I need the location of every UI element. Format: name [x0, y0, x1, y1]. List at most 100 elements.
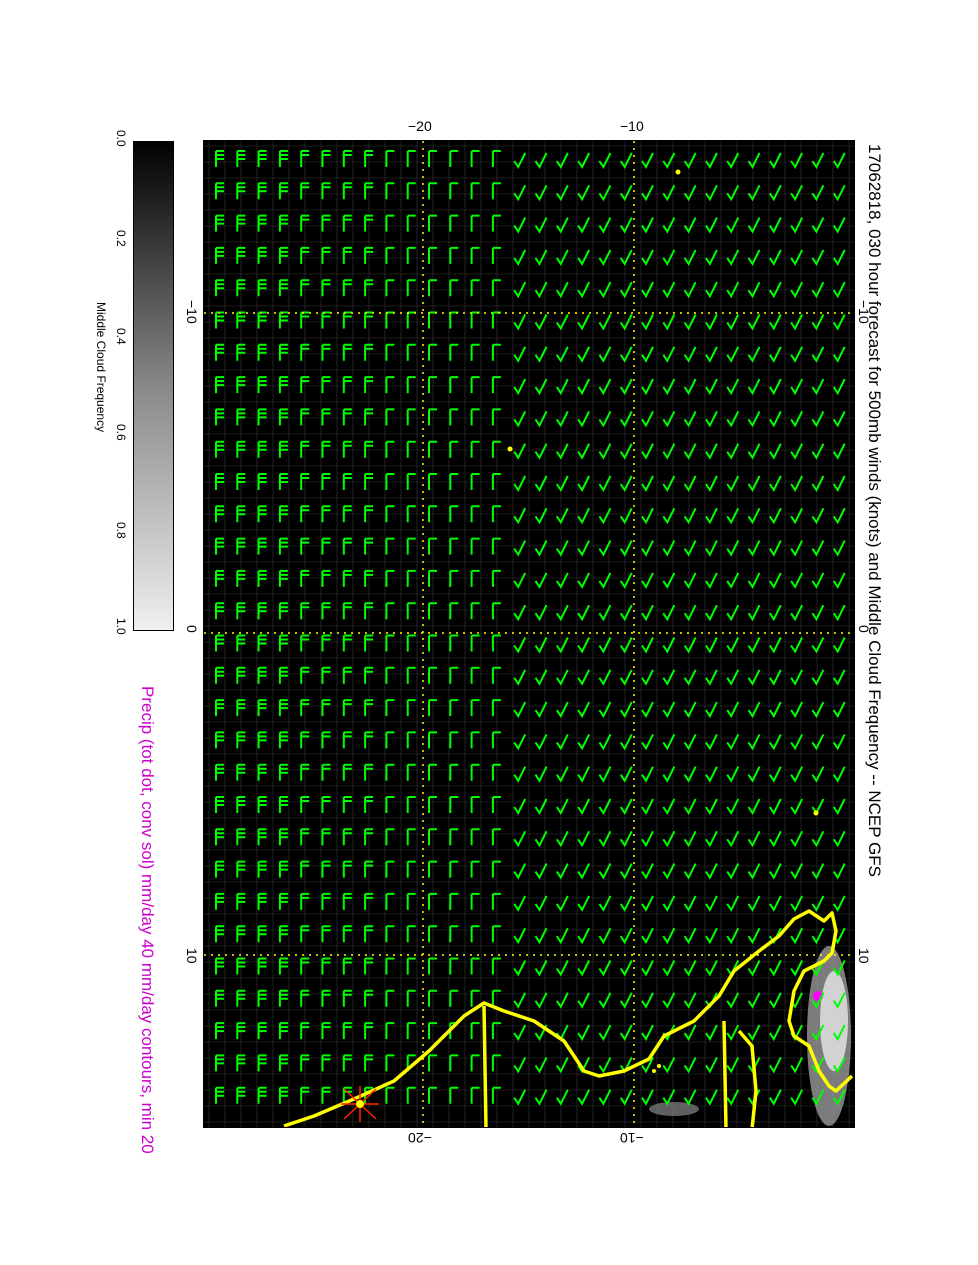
wind-barb-icon: [257, 279, 267, 297]
wind-barb-icon: [555, 281, 569, 299]
wind-barb-icon: [342, 989, 352, 1007]
wind-barb-icon: [577, 863, 590, 880]
wind-barb-icon: [555, 669, 569, 686]
wind-barb-icon: [278, 569, 288, 587]
wind-barb-icon: [534, 443, 548, 460]
wind-barb-icon: [811, 1056, 825, 1074]
wind-barb-icon: [278, 150, 288, 167]
wind-barb-icon: [598, 346, 612, 363]
wind-barb-icon: [662, 540, 676, 557]
wind-barb-icon: [662, 1056, 676, 1074]
wind-barb-icon: [790, 540, 803, 557]
wind-barb-icon: [577, 281, 590, 299]
wind-barb-icon: [683, 572, 697, 589]
wind-barb-icon: [406, 763, 416, 781]
wind-barb-icon: [768, 346, 782, 363]
wind-barb-icon: [342, 505, 352, 523]
wind-barb-icon: [364, 1022, 374, 1040]
wind-barb-icon: [811, 927, 825, 945]
wind-barb-icon: [641, 798, 654, 815]
wind-barb-icon: [236, 860, 246, 878]
wind-barb-icon: [491, 408, 501, 426]
wind-barb-icon: [300, 150, 310, 167]
wind-barb-icon: [364, 505, 374, 523]
wind-barb-icon: [428, 699, 437, 717]
wind-barb-icon: [555, 895, 569, 912]
wind-barb-icon: [491, 473, 501, 490]
wind-barb-icon: [832, 863, 846, 880]
wind-barb-icon: [641, 184, 654, 202]
wind-barb-icon: [555, 152, 569, 169]
wind-barb-icon: [491, 246, 501, 264]
wind-barb-icon: [790, 637, 803, 654]
wind-barb-icon: [641, 895, 654, 912]
wind-barb-icon: [641, 669, 654, 686]
wind-barb-icon: [470, 666, 480, 684]
wind-barb-icon: [385, 569, 395, 587]
wind-barb-icon: [705, 410, 718, 428]
wind-barb-icon: [534, 152, 548, 169]
wind-barb-icon: [342, 376, 352, 394]
wind-barb-icon: [236, 892, 246, 910]
wind-barb-icon: [832, 637, 846, 654]
wind-barb-icon: [449, 666, 459, 684]
wind-barb-icon: [470, 311, 480, 329]
wind-barb-icon: [470, 957, 480, 975]
wind-barb-icon: [598, 1089, 612, 1106]
wind-barb-icon: [470, 1022, 480, 1040]
wind-barb-icon: [619, 701, 633, 719]
wind-barb-icon: [662, 604, 676, 622]
wind-barb-icon: [470, 796, 480, 813]
wind-barb-icon: [257, 796, 267, 813]
wind-barb-icon: [491, 860, 501, 878]
wind-barb-icon: [449, 892, 459, 910]
wind-barb-icon: [406, 343, 416, 361]
wind-barb-icon: [257, 666, 267, 684]
wind-barb-icon: [534, 410, 548, 428]
wind-barb-icon: [215, 796, 224, 813]
wind-barb-icon: [598, 184, 612, 202]
wind-barb-icon: [705, 572, 718, 589]
wind-barb-icon: [832, 249, 846, 266]
wind-barb-icon: [470, 828, 480, 846]
wind-barb-icon: [619, 830, 633, 848]
wind-barb-icon: [619, 960, 633, 977]
wind-barb-icon: [534, 346, 548, 363]
wind-barb-icon: [428, 376, 437, 394]
wind-barb-icon: [321, 537, 331, 555]
wind-barb-icon: [726, 378, 740, 396]
wind-barb-icon: [342, 602, 352, 620]
wind-barb-icon: [257, 376, 267, 394]
wind-barb-icon: [619, 217, 633, 234]
wind-barb-icon: [342, 796, 352, 813]
wind-barb-icon: [321, 1022, 331, 1040]
wind-barb-icon: [470, 343, 480, 361]
wind-barb-icon: [705, 895, 718, 912]
wind-barb-icon: [832, 152, 846, 169]
wind-barb-icon: [470, 731, 480, 749]
wind-barb-icon: [385, 150, 395, 167]
bottom-tick: −10: [620, 1130, 644, 1146]
wind-barb-icon: [449, 860, 459, 878]
wind-barb-icon: [321, 473, 331, 490]
wind-barb-icon: [513, 766, 527, 783]
wind-barb-icon: [705, 960, 718, 977]
wind-barb-icon: [811, 992, 825, 1009]
wind-barb-icon: [534, 1056, 548, 1074]
wind-barb-icon: [406, 699, 416, 717]
wind-barb-icon: [342, 763, 352, 781]
wind-barb-icon: [534, 314, 548, 331]
wind-barb-icon: [470, 602, 480, 620]
wind-barb-icon: [662, 1089, 676, 1106]
wind-barb-icon: [705, 798, 718, 815]
wind-barb-icon: [215, 1022, 224, 1040]
wind-barb-icon: [428, 537, 437, 555]
wind-barb-icon: [641, 443, 654, 460]
wind-barb-icon: [385, 214, 395, 232]
wind-barb-icon: [641, 733, 654, 751]
wind-barb-icon: [236, 634, 246, 652]
wind-barb-icon: [449, 408, 459, 426]
wind-barb-icon: [215, 150, 224, 167]
wind-barb-icon: [300, 731, 310, 749]
wind-barb-icon: [428, 925, 437, 943]
